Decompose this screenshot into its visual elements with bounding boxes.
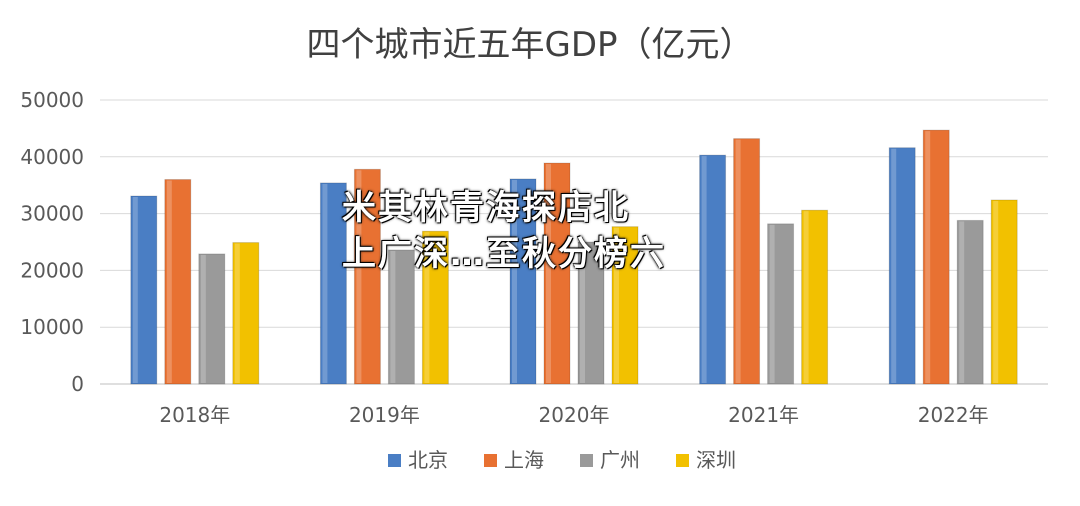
- bar-highlight: [390, 250, 396, 383]
- bar: [232, 242, 260, 385]
- bar-highlight: [891, 148, 897, 383]
- bar-highlight: [512, 179, 517, 383]
- bar-highlight: [234, 243, 240, 383]
- bar-highlight: [769, 224, 775, 383]
- bar-highlight: [803, 211, 809, 383]
- legend-label: 北京: [408, 448, 448, 472]
- bar: [319, 182, 347, 385]
- bar: [130, 195, 158, 385]
- bar: [543, 162, 571, 385]
- y-tick-label: 40000: [20, 145, 84, 169]
- x-tick-label: 2021年: [728, 403, 799, 427]
- bar: [164, 179, 192, 385]
- x-axis-ticks: 2018年 2019年 2020年 2021年 2022年: [159, 403, 988, 427]
- watermark-line-1: 米其林青海探店北: [342, 188, 630, 228]
- bar-highlight: [959, 221, 965, 383]
- watermark-line-2: 上广深…至秋分榜六: [342, 234, 666, 274]
- legend-label: 深圳: [696, 448, 736, 472]
- y-axis-ticks: 0 10000 20000 30000 40000 50000: [20, 88, 84, 396]
- legend-swatch: [676, 454, 689, 467]
- bar-highlight: [424, 232, 430, 383]
- bar: [421, 230, 449, 385]
- bar-highlight: [322, 183, 328, 383]
- bar-highlight: [993, 200, 999, 383]
- bar: [956, 219, 984, 385]
- bar-highlight: [166, 180, 172, 383]
- bar: [509, 178, 537, 385]
- bar-highlight: [701, 156, 707, 383]
- bar: [801, 209, 829, 385]
- bar-highlight: [580, 243, 585, 383]
- bar: [767, 223, 795, 385]
- y-tick-label: 30000: [20, 202, 84, 226]
- bar-highlight: [735, 139, 741, 383]
- bar-highlight: [614, 227, 619, 383]
- y-tick-label: 20000: [20, 258, 84, 282]
- bar: [922, 129, 950, 385]
- bar-highlight: [132, 196, 138, 383]
- bar: [733, 138, 761, 385]
- bar: [990, 199, 1018, 385]
- x-tick-label: 2022年: [918, 403, 989, 427]
- bar-highlight: [546, 164, 551, 383]
- bar: [577, 241, 605, 385]
- bar-highlight: [925, 131, 931, 383]
- bars: [130, 129, 1018, 385]
- bar: [387, 249, 415, 385]
- bar: [353, 168, 381, 385]
- legend-label: 上海: [504, 448, 544, 472]
- legend-label: 广州: [600, 448, 640, 472]
- bar-highlight: [356, 170, 362, 383]
- legend-swatch: [388, 454, 401, 467]
- x-tick-label: 2019年: [349, 403, 420, 427]
- legend-swatch: [580, 454, 593, 467]
- legend: 北京 上海 广州 深圳: [388, 448, 736, 472]
- x-tick-label: 2020年: [539, 403, 610, 427]
- y-tick-label: 10000: [20, 315, 84, 339]
- chart-title: 四个城市近五年GDP（亿元）: [306, 25, 753, 65]
- x-tick-label: 2018年: [159, 403, 230, 427]
- bar: [888, 147, 916, 385]
- y-tick-label: 0: [71, 372, 84, 396]
- bar: [198, 253, 226, 385]
- bar-highlight: [200, 254, 206, 383]
- bar: [611, 226, 639, 385]
- y-tick-label: 50000: [20, 88, 84, 112]
- bar: [699, 154, 727, 385]
- legend-swatch: [484, 454, 497, 467]
